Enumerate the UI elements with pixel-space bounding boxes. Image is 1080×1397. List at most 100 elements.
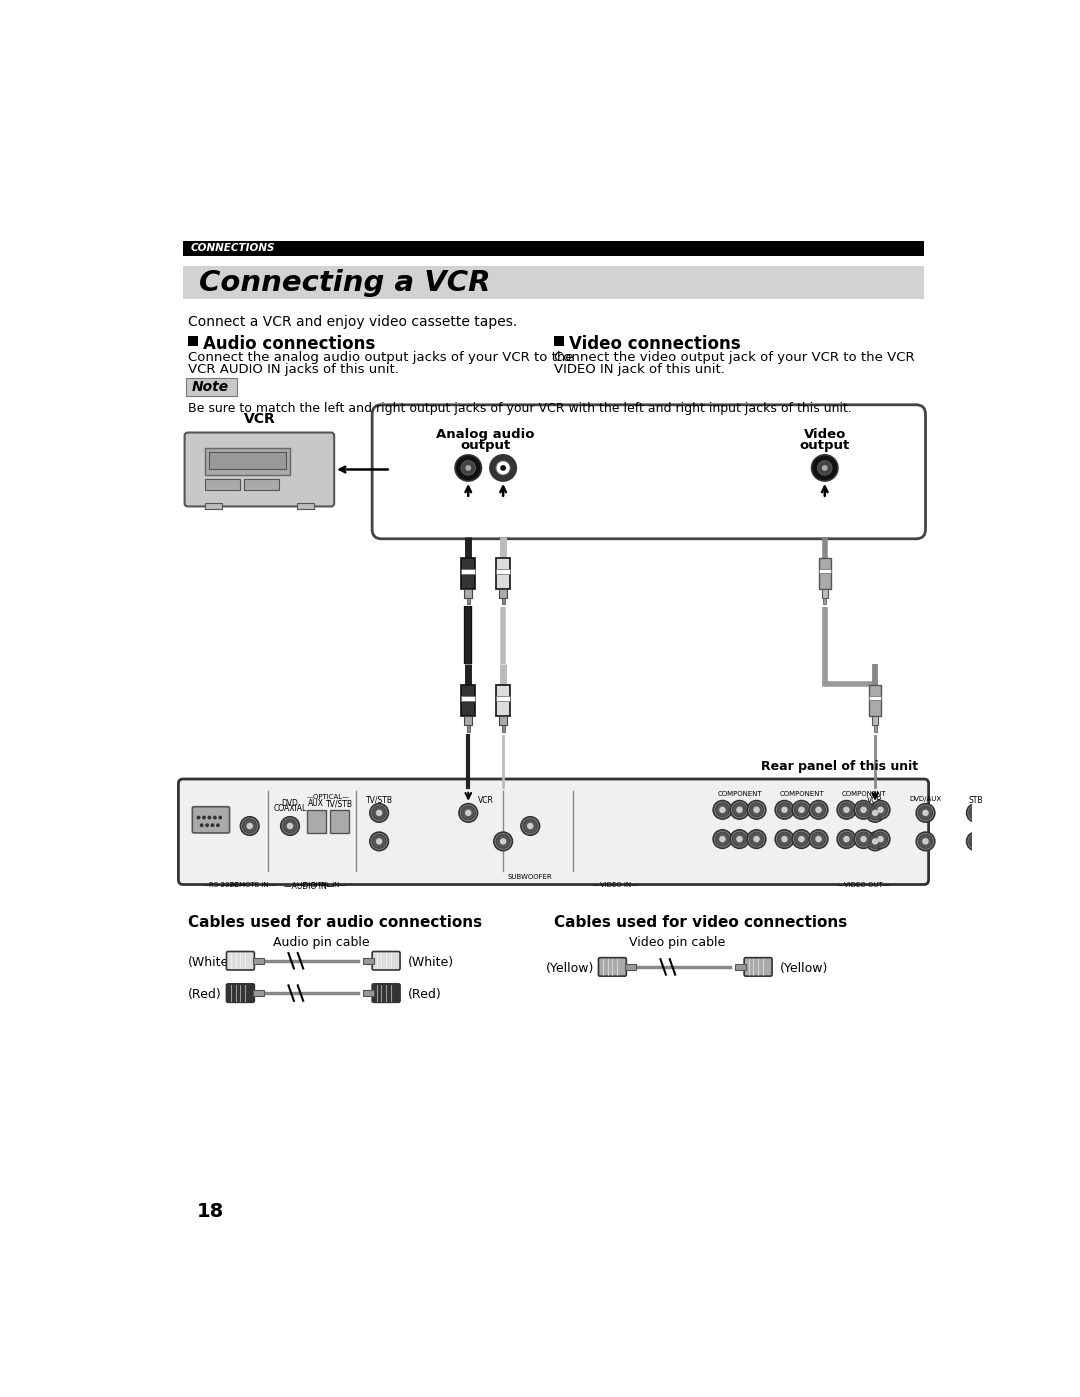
Circle shape: [369, 803, 389, 823]
Circle shape: [753, 835, 760, 842]
Text: —AUDIO IN—: —AUDIO IN—: [284, 882, 335, 891]
Circle shape: [216, 823, 220, 827]
Text: VCR: VCR: [867, 796, 883, 805]
Circle shape: [730, 800, 748, 819]
Circle shape: [922, 810, 929, 816]
Bar: [188, 335, 198, 345]
Circle shape: [527, 823, 534, 830]
Text: VCR AUDIO IN jacks of this unit.: VCR AUDIO IN jacks of this unit.: [188, 363, 399, 376]
Text: —OPTICAL—: —OPTICAL—: [307, 795, 350, 800]
Circle shape: [856, 833, 870, 847]
Circle shape: [918, 834, 932, 848]
Text: DVD: DVD: [282, 799, 298, 807]
Circle shape: [837, 800, 855, 819]
Circle shape: [524, 819, 537, 833]
Bar: [869, 696, 881, 700]
Circle shape: [213, 816, 217, 820]
Bar: [363, 958, 374, 964]
FancyBboxPatch shape: [744, 958, 772, 977]
Circle shape: [369, 833, 389, 851]
Circle shape: [455, 455, 482, 481]
Circle shape: [521, 817, 540, 835]
Circle shape: [241, 817, 259, 835]
Circle shape: [798, 835, 805, 842]
Text: TV/STB: TV/STB: [326, 799, 353, 807]
Text: Video connections: Video connections: [569, 335, 741, 352]
Bar: [183, 240, 924, 256]
Circle shape: [775, 830, 794, 848]
Circle shape: [781, 806, 787, 813]
Circle shape: [818, 461, 832, 475]
Circle shape: [795, 833, 809, 847]
Bar: [461, 569, 475, 574]
Circle shape: [376, 838, 382, 845]
FancyBboxPatch shape: [373, 983, 400, 1002]
Text: Cables used for audio connections: Cables used for audio connections: [188, 915, 482, 929]
Circle shape: [376, 810, 382, 816]
Text: DVD/AUX: DVD/AUX: [909, 796, 942, 802]
Text: Note: Note: [191, 380, 229, 394]
Circle shape: [373, 806, 387, 820]
Text: output: output: [799, 439, 850, 451]
Text: (White): (White): [188, 956, 234, 968]
Circle shape: [861, 806, 867, 813]
Circle shape: [373, 834, 387, 848]
Bar: [208, 451, 286, 469]
FancyBboxPatch shape: [373, 405, 926, 539]
Circle shape: [866, 833, 885, 851]
Circle shape: [281, 817, 299, 835]
Text: L: L: [503, 457, 511, 469]
Circle shape: [719, 835, 726, 842]
Circle shape: [877, 835, 883, 842]
Bar: [461, 557, 475, 590]
Circle shape: [854, 800, 873, 819]
Text: CONNECTIONS: CONNECTIONS: [191, 243, 275, 253]
FancyBboxPatch shape: [598, 958, 626, 977]
Circle shape: [809, 800, 828, 819]
Circle shape: [781, 835, 787, 842]
Text: (Red): (Red): [408, 988, 442, 1002]
Circle shape: [750, 833, 764, 847]
Text: STB: STB: [969, 796, 983, 805]
Circle shape: [822, 465, 827, 471]
Bar: [467, 598, 470, 605]
Bar: [253, 958, 264, 964]
Circle shape: [793, 800, 811, 819]
Circle shape: [211, 823, 215, 827]
Bar: [496, 696, 510, 701]
Text: Rear panel of this unit: Rear panel of this unit: [760, 760, 918, 773]
Circle shape: [496, 461, 511, 475]
Circle shape: [916, 803, 935, 823]
Circle shape: [218, 816, 222, 820]
Text: (Red): (Red): [188, 988, 221, 1002]
Circle shape: [839, 803, 853, 817]
Circle shape: [287, 823, 294, 830]
Circle shape: [200, 823, 204, 827]
Circle shape: [872, 830, 890, 848]
Bar: [330, 810, 349, 833]
Text: Be sure to match the left and right output jacks of your VCR with the left and r: Be sure to match the left and right outp…: [188, 402, 851, 415]
FancyBboxPatch shape: [185, 433, 334, 507]
Text: (Yellow): (Yellow): [780, 963, 828, 975]
Text: Analog audio: Analog audio: [436, 427, 535, 441]
Bar: [872, 717, 878, 725]
Circle shape: [719, 806, 726, 813]
Text: Connect the video output jack of your VCR to the VCR: Connect the video output jack of your VC…: [554, 351, 914, 363]
Circle shape: [872, 810, 878, 816]
FancyBboxPatch shape: [227, 983, 255, 1002]
Bar: [554, 335, 564, 345]
Bar: [496, 685, 510, 717]
Bar: [496, 569, 510, 574]
Text: Audio pin cable: Audio pin cable: [272, 936, 369, 949]
Text: —VIDEO OUT—: —VIDEO OUT—: [837, 882, 890, 888]
Circle shape: [874, 803, 888, 817]
Bar: [499, 717, 507, 725]
Bar: [819, 569, 831, 573]
Text: Video pin cable: Video pin cable: [630, 936, 726, 949]
Circle shape: [809, 830, 828, 848]
Bar: [464, 590, 472, 598]
Circle shape: [969, 834, 983, 848]
Text: output: output: [460, 439, 511, 451]
Circle shape: [778, 833, 792, 847]
Bar: [205, 479, 241, 489]
